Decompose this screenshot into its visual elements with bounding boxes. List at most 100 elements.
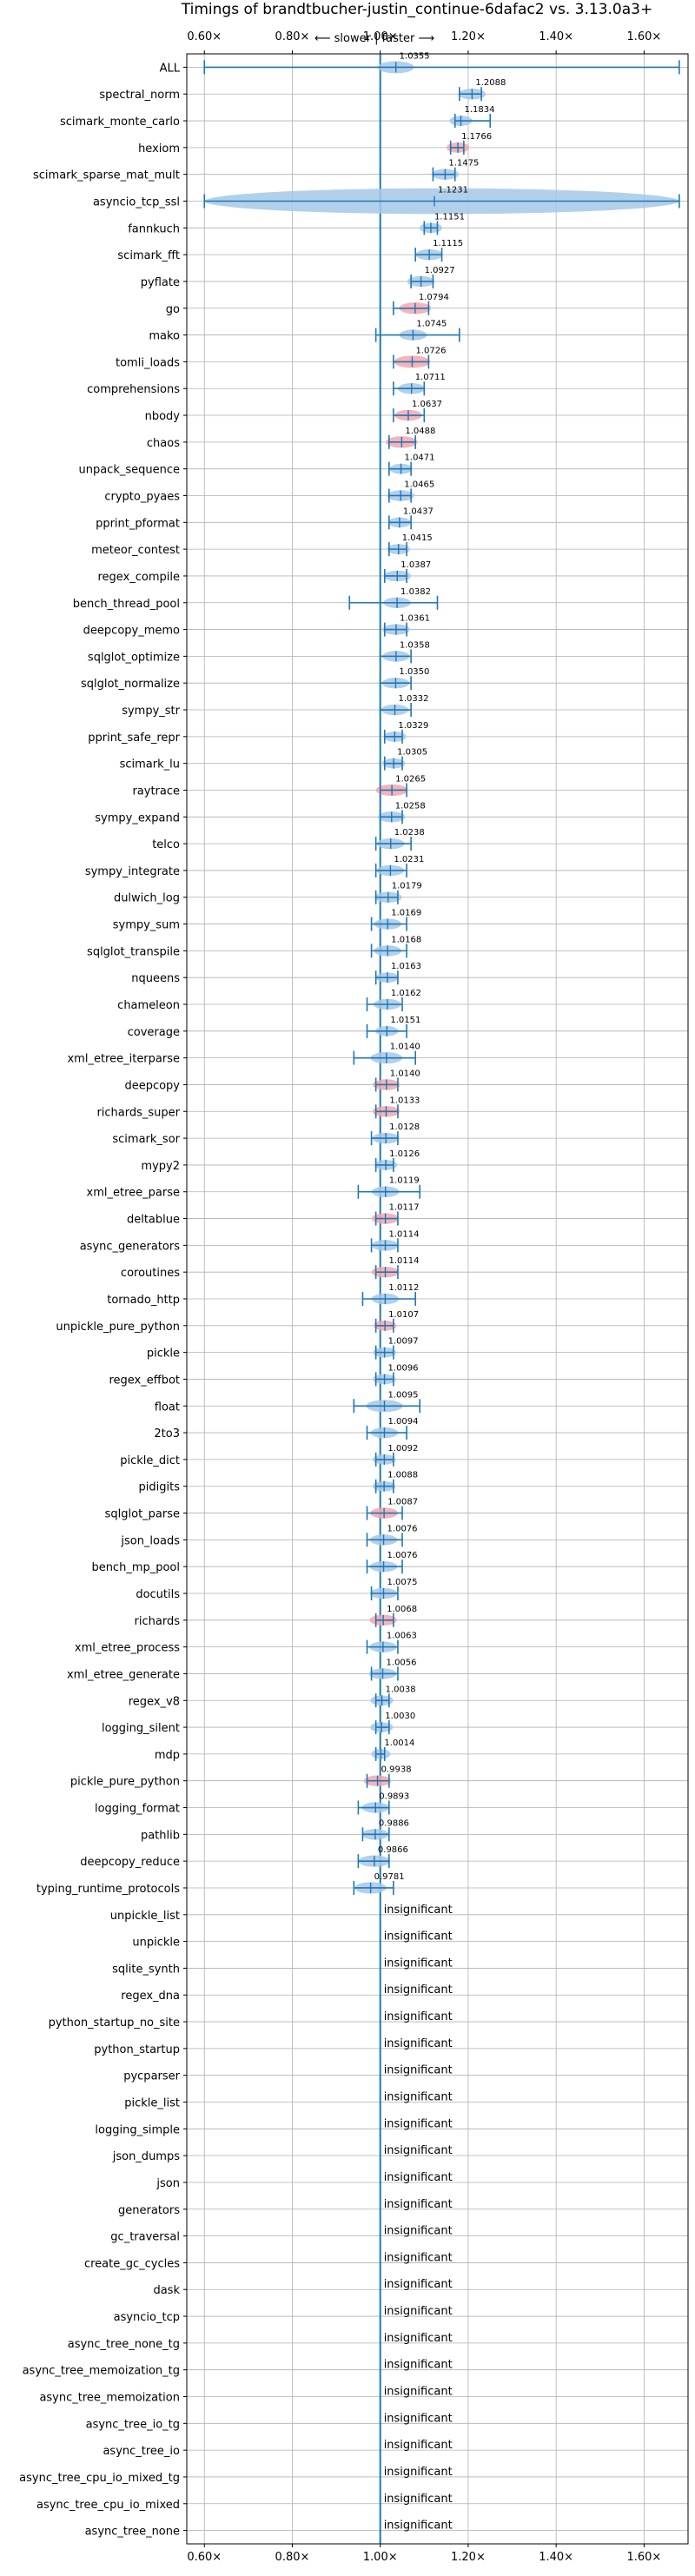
benchmark-name-label: sqlglot_optimize bbox=[88, 651, 180, 664]
benchmark-name-label: sympy_str bbox=[122, 705, 180, 718]
benchmark-name-label: scimark_fft bbox=[117, 249, 180, 262]
benchmark-name-label: python_startup_no_site bbox=[49, 2016, 180, 2030]
value-label: 1.0169 bbox=[391, 909, 421, 918]
value-label: 1.0151 bbox=[390, 1016, 420, 1025]
value-label: 1.0265 bbox=[395, 774, 426, 784]
benchmark-name-label: crypto_pyaes bbox=[104, 490, 180, 503]
insignificant-label: insignificant bbox=[384, 2466, 453, 2479]
value-label: 1.0238 bbox=[394, 828, 425, 838]
value-label: 1.0382 bbox=[400, 587, 431, 597]
benchmark-name-label: unpickle_list bbox=[110, 1910, 180, 1923]
insignificant-label: insignificant bbox=[384, 2278, 453, 2291]
insignificant-label: insignificant bbox=[384, 1930, 453, 1944]
benchmark-name-label: nqueens bbox=[131, 972, 180, 985]
benchmark-name-label: pickle_dict bbox=[120, 1454, 180, 1467]
insignificant-label: insignificant bbox=[384, 1957, 453, 1970]
benchmark-name-label: unpack_sequence bbox=[78, 464, 180, 477]
benchmark-name-label: unpickle bbox=[132, 1937, 180, 1950]
insignificant-label: insignificant bbox=[384, 2305, 453, 2318]
value-label: 1.0014 bbox=[384, 1738, 414, 1748]
value-label: 0.9886 bbox=[379, 1818, 409, 1828]
benchmark-name-label: create_gc_cycles bbox=[84, 2257, 180, 2270]
x-tick-label-bottom: 1.40× bbox=[539, 2551, 573, 2564]
insignificant-label: insignificant bbox=[384, 2091, 453, 2104]
direction-annotation: ⟵ slower | faster ⟶ bbox=[314, 32, 434, 45]
benchmark-name-label: asyncio_tcp_ssl bbox=[93, 195, 180, 209]
benchmark-name-label: async_tree_none_tg bbox=[68, 2338, 180, 2351]
benchmark-name-label: tomli_loads bbox=[116, 356, 180, 369]
insignificant-label: insignificant bbox=[384, 2171, 453, 2184]
benchmark-name-label: coverage bbox=[128, 1026, 180, 1039]
benchmark-name-label: chameleon bbox=[117, 999, 180, 1012]
benchmark-name-label: pycparser bbox=[123, 2070, 180, 2083]
insignificant-label: insignificant bbox=[384, 2520, 453, 2533]
axis-layer: 0.60× 0.60× 0.80× 0.80× 1.00× 1.00× 1.20× 1.20×… bbox=[19, 30, 689, 2564]
benchmark-name-label: json bbox=[156, 2177, 180, 2190]
benchmark-name-label: pickle bbox=[147, 1348, 180, 1361]
x-tick-label-top: 1.60× bbox=[626, 30, 661, 43]
benchmark-name-label: async_tree_none bbox=[85, 2526, 180, 2539]
benchmark-name-label: telco bbox=[152, 838, 180, 851]
benchmark-name-label: pyflate bbox=[141, 276, 180, 289]
value-label: 1.0637 bbox=[412, 400, 442, 409]
benchmark-name-label: sympy_integrate bbox=[85, 865, 180, 878]
benchmark-name-label: float bbox=[155, 1401, 180, 1414]
benchmark-name-label: pidigits bbox=[139, 1481, 181, 1494]
value-label: 1.0056 bbox=[387, 1658, 417, 1667]
x-tick-label-top: 0.80× bbox=[275, 30, 310, 43]
benchmark-name-label: async_tree_cpu_io_mixed_tg bbox=[19, 2472, 180, 2485]
x-tick-label-top: 1.40× bbox=[539, 30, 573, 43]
value-label: 1.0117 bbox=[389, 1203, 420, 1213]
insignificant-label: insignificant bbox=[384, 2198, 453, 2211]
benchmark-name-label: async_generators bbox=[80, 1240, 181, 1253]
value-label: 1.0094 bbox=[387, 1417, 418, 1427]
insignificant-label: insignificant bbox=[384, 2332, 453, 2345]
value-label: 1.0038 bbox=[386, 1685, 416, 1694]
benchmark-name-label: sqlglot_parse bbox=[105, 1508, 180, 1521]
value-label: 1.0745 bbox=[416, 320, 447, 329]
benchmark-name-label: pickle_list bbox=[124, 2097, 180, 2110]
value-label: 1.1834 bbox=[465, 105, 495, 115]
insignificant-label: insignificant bbox=[384, 1904, 453, 1917]
x-tick-label-bottom: 1.20× bbox=[451, 2551, 486, 2564]
benchmark-name-label: ALL bbox=[160, 62, 181, 75]
value-label: 1.0087 bbox=[387, 1498, 418, 1507]
value-label: 1.0361 bbox=[400, 614, 430, 624]
value-label: 1.0258 bbox=[395, 801, 426, 811]
x-tick-label-top: 1.20× bbox=[451, 30, 486, 43]
benchmark-name-label: pickle_pure_python bbox=[70, 1776, 180, 1789]
chart-title: Timings of brandtbucher-justin_continue-… bbox=[181, 1, 652, 18]
insignificant-label: insignificant bbox=[384, 2251, 453, 2264]
benchmark-name-label: regex_compile bbox=[97, 571, 180, 584]
insignificant-label: insignificant bbox=[384, 2386, 453, 2399]
benchmark-name-label: 2to3 bbox=[154, 1427, 180, 1440]
benchmark-name-label: xml_etree_process bbox=[75, 1642, 180, 1655]
benchmark-name-label: gc_traversal bbox=[110, 2231, 180, 2244]
benchmark-name-label: docutils bbox=[136, 1588, 180, 1601]
benchmark-name-label: regex_effbot bbox=[109, 1374, 180, 1387]
benchmark-name-label: deltablue bbox=[127, 1214, 180, 1227]
value-label: 1.0128 bbox=[389, 1122, 420, 1132]
value-label: 0.9866 bbox=[378, 1845, 408, 1855]
benchmark-name-label: dulwich_log bbox=[114, 892, 180, 905]
value-label: 1.0168 bbox=[391, 935, 421, 944]
value-label: 1.0068 bbox=[387, 1605, 417, 1614]
value-label: 1.0097 bbox=[388, 1337, 419, 1347]
value-label: 1.0350 bbox=[399, 667, 429, 677]
insignificant-label: insignificant bbox=[384, 2412, 453, 2425]
benchmark-name-label: richards_super bbox=[96, 1106, 180, 1119]
benchmark-name-label: scimark_sor bbox=[112, 1133, 180, 1146]
benchmark-name-label: deepcopy_memo bbox=[83, 625, 180, 638]
grid-layer bbox=[187, 54, 688, 2544]
x-tick-label-bottom: 1.00× bbox=[363, 2551, 398, 2564]
benchmark-name-label: chaos bbox=[147, 437, 180, 450]
benchmark-name-label: hexiom bbox=[138, 142, 180, 156]
benchmark-name-label: mypy2 bbox=[141, 1160, 180, 1173]
benchmark-name-label: regex_v8 bbox=[129, 1695, 180, 1708]
benchmark-name-label: typing_runtime_protocols bbox=[36, 1883, 180, 1896]
x-tick-label-bottom: 0.80× bbox=[275, 2551, 310, 2564]
value-label: 1.0075 bbox=[387, 1578, 417, 1587]
benchmark-name-label: mako bbox=[149, 330, 180, 343]
